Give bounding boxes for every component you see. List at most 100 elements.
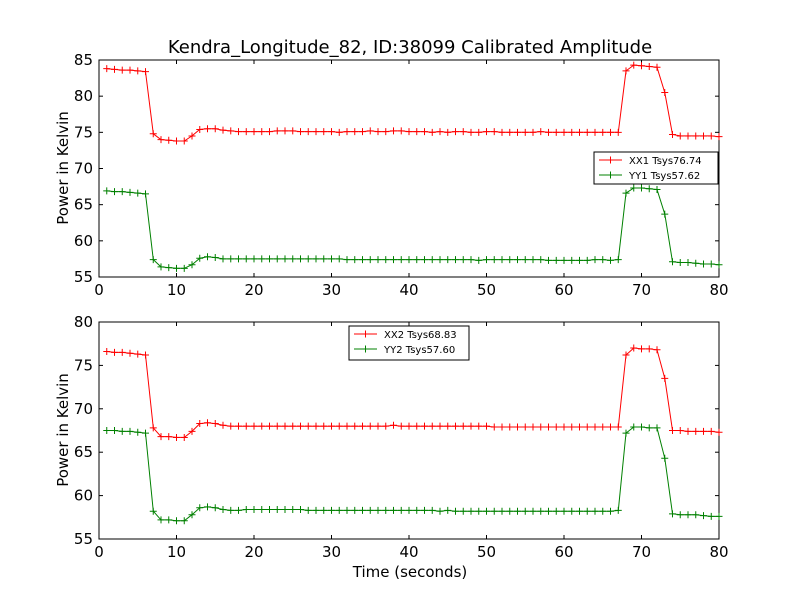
bottom-series-xx-marker — [103, 348, 111, 356]
top-legend-label: XX1 Tsys76.74 — [629, 156, 702, 167]
bottom-series-yy-marker — [397, 506, 405, 514]
top-series-xx-marker — [118, 66, 126, 74]
top-series-yy-marker — [684, 259, 692, 267]
bottom-series-yy-marker — [490, 507, 498, 515]
top-x-tick-label: 80 — [709, 281, 728, 299]
top-series-xx-marker — [552, 128, 560, 136]
top-series-yy-marker — [452, 256, 459, 264]
top-series-xx-marker — [707, 132, 715, 140]
top-series-yy-marker — [126, 188, 134, 196]
bottom-series-xx-marker — [583, 423, 591, 431]
top-series-xx-marker — [669, 131, 676, 139]
bottom-series-xx-marker — [537, 423, 545, 431]
bottom-x-axis-label: Time (seconds) — [352, 563, 468, 581]
top-series-yy-marker — [661, 210, 669, 218]
top-series-xx-marker — [188, 132, 196, 140]
bottom-series-xx-marker — [165, 433, 173, 441]
top-series-xx-marker — [452, 128, 459, 136]
bottom-series-yy-marker — [328, 506, 335, 514]
top-series-yy-marker — [297, 255, 304, 263]
top-series-xx-marker — [134, 67, 142, 75]
bottom-series-yy-marker — [118, 427, 126, 435]
top-series-xx-marker — [103, 65, 111, 73]
top-series-xx-marker — [676, 132, 684, 140]
bottom-series-xx-marker — [653, 346, 661, 354]
top-series-yy-marker — [428, 256, 436, 264]
bottom-series-yy-marker — [576, 507, 583, 515]
top-series-yy-marker — [700, 260, 707, 268]
bottom-x-tick-label: 10 — [167, 543, 186, 561]
bottom-series-xx-marker — [676, 427, 684, 434]
bottom-series-xx-marker — [118, 348, 126, 356]
top-series-yy-marker — [560, 256, 568, 264]
top-y-tick-label: 80 — [74, 87, 93, 105]
bottom-series-yy-marker — [700, 512, 707, 520]
top-series-xx-marker — [258, 128, 266, 136]
bottom-series-yy-marker — [475, 507, 483, 515]
bottom-series-yy-marker — [111, 427, 118, 434]
bottom-series-yy-marker — [157, 516, 165, 524]
bottom-series-yy-marker — [273, 505, 281, 513]
top-series-yy-marker — [188, 261, 196, 269]
top-series-xx-marker — [653, 63, 661, 71]
bottom-y-tick-label: 75 — [74, 356, 93, 374]
top-series-xx-marker — [614, 128, 622, 136]
top-series-xx-marker — [142, 68, 149, 76]
top-series-xx-marker — [235, 128, 242, 136]
top-series-yy-marker — [196, 254, 204, 262]
top-series-xx-marker — [537, 128, 545, 136]
bottom-series-xx-marker — [219, 421, 227, 429]
top-series-xx-marker — [413, 128, 421, 136]
bottom-series-xx-marker — [149, 424, 157, 432]
top-y-tick-label: 70 — [74, 160, 93, 178]
bottom-series-yy-marker — [614, 506, 622, 514]
bottom-x-tick-label: 20 — [244, 543, 263, 561]
top-series-yy-marker — [436, 256, 444, 264]
bottom-series-xx-marker — [661, 374, 669, 382]
top-series-yy-marker — [622, 189, 630, 197]
bottom-series-yy-marker — [289, 505, 297, 513]
top-series-yy-marker — [413, 256, 421, 264]
bottom-x-tick-label: 30 — [322, 543, 341, 561]
bottom-series-xx-marker — [250, 422, 258, 430]
bottom-series-xx-marker — [173, 433, 180, 441]
bottom-legend-label: XX2 Tsys68.83 — [384, 330, 457, 341]
bottom-x-tick-label: 40 — [399, 543, 418, 561]
top-series-xx-marker — [196, 125, 204, 133]
bottom-series-yy-marker — [134, 428, 142, 436]
bottom-series-yy-marker — [211, 504, 219, 512]
top-series-yy-marker — [599, 256, 607, 264]
top-series-xx-marker — [204, 125, 211, 133]
bottom-series-yy-marker — [545, 507, 552, 515]
bottom-series-yy-marker — [165, 516, 173, 524]
bottom-series-xx-marker — [630, 344, 638, 352]
top-series-xx-marker — [328, 128, 335, 136]
bottom-series-xx-marker — [444, 422, 452, 430]
bottom-series-xx-marker — [421, 422, 428, 430]
bottom-series-yy-marker — [459, 507, 467, 515]
bottom-series-xx-marker — [599, 423, 607, 431]
top-series-yy-marker — [142, 190, 149, 198]
bottom-y-axis-label: Power in Kelvin — [54, 373, 72, 487]
bottom-series-xx-marker — [692, 427, 700, 435]
top-series-xx-marker — [560, 128, 568, 136]
bottom-series-xx-marker — [374, 422, 382, 430]
bottom-x-tick-label: 70 — [632, 543, 651, 561]
top-series-yy-marker — [537, 256, 545, 264]
top-x-tick-label: 20 — [244, 281, 263, 299]
bottom-series-xx-marker — [142, 351, 149, 359]
bottom-series-yy-marker — [204, 503, 211, 511]
top-series-xx-marker — [436, 128, 444, 136]
top-series-yy-marker — [219, 255, 227, 263]
top-series-yy-marker — [328, 255, 335, 263]
top-series-yy-marker — [397, 256, 405, 264]
bottom-series-xx-marker — [343, 422, 351, 430]
bottom-series-xx-marker — [227, 422, 235, 430]
bottom-series-yy-marker — [281, 505, 289, 513]
top-y-axis-label: Power in Kelvin — [54, 111, 72, 225]
bottom-series-xx-marker — [459, 422, 467, 430]
top-series-xx-marker — [335, 128, 343, 136]
bottom-series-xx-marker — [645, 345, 653, 353]
bottom-series-xx-marker — [211, 420, 219, 428]
